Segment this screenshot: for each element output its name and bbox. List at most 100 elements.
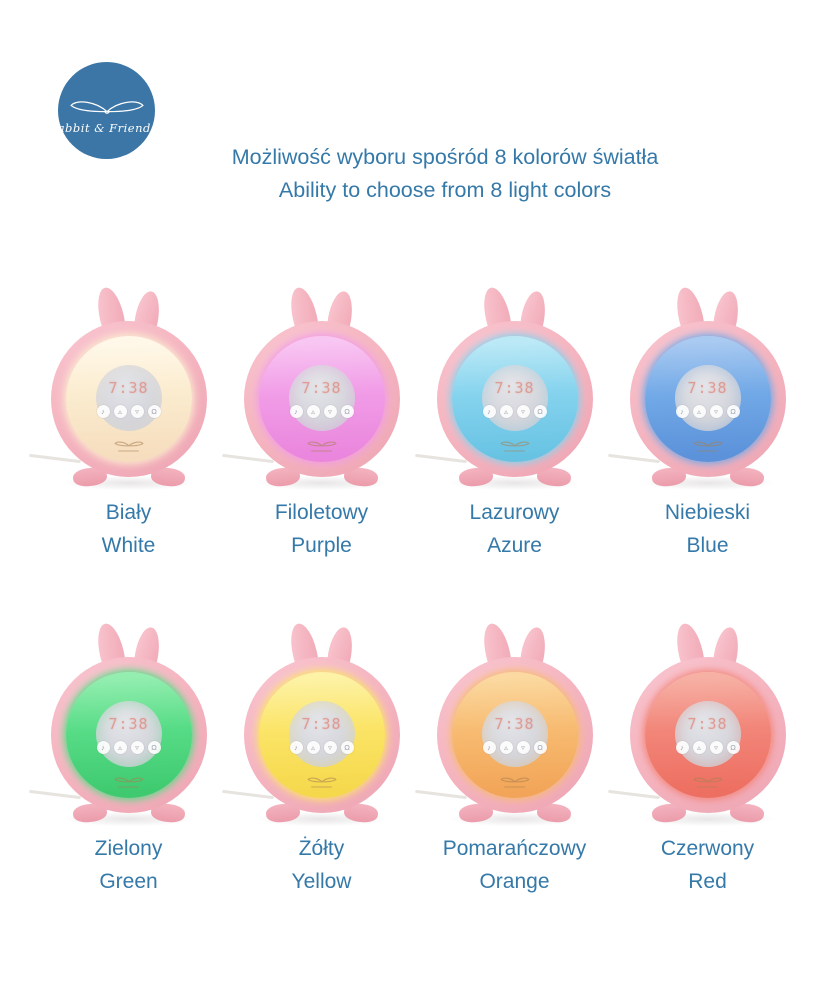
product-card: 7:38 ♪ ▵ ▿ Ω Czerwony Red (607, 621, 804, 894)
title-polish: Możliwość wyboru spośród 8 kolorów świat… (231, 145, 659, 169)
engraved-text-line (311, 786, 332, 788)
color-name-english: Green (99, 870, 158, 893)
product-card: 7:38 ♪ ▵ ▿ Ω Zielony Green (28, 621, 225, 894)
page-title: Możliwość wyboru spośród 8 kolorów świat… (25, 141, 840, 207)
face-glow-tint (96, 365, 162, 431)
up-triangle-icon: ▵ (306, 405, 320, 418)
engraved-text-line (697, 786, 718, 788)
engraved-text-line (697, 450, 718, 452)
power-cord (607, 789, 660, 800)
bell-icon: Ω (726, 405, 740, 418)
clock-face: 7:38 ♪ ▵ ▿ Ω (95, 365, 162, 431)
clock-face: 7:38 ♪ ▵ ▿ Ω (481, 365, 548, 431)
time-display: 7:38 (687, 715, 728, 733)
face-glow-tint (96, 701, 162, 767)
power-cord (221, 789, 274, 800)
bell-icon: Ω (533, 405, 547, 418)
engraved-text-line (504, 786, 525, 788)
bell-icon: Ω (533, 741, 547, 754)
engraved-ears-icon (306, 441, 337, 447)
bell-icon: Ω (340, 405, 354, 418)
power-cord (28, 789, 81, 800)
down-triangle-icon: ▿ (130, 405, 144, 418)
power-cord (414, 453, 467, 464)
face-glow-tint (289, 701, 355, 767)
product-card: 7:38 ♪ ▵ ▿ Ω Filoletowy Purple (221, 285, 418, 558)
clock-body: 7:38 ♪ ▵ ▿ Ω (629, 321, 786, 477)
color-name-polish: Niebieski (664, 501, 751, 524)
down-triangle-icon: ▿ (516, 405, 530, 418)
engraved-logo (692, 775, 724, 788)
face-glow-tint (675, 365, 741, 431)
time-display: 7:38 (494, 715, 535, 733)
brand-logo: Rabbit & Friends® (48, 62, 164, 159)
engraved-ears-icon (113, 777, 144, 783)
touch-buttons: ♪ ▵ ▿ Ω (675, 405, 741, 418)
engraved-ears-icon (306, 777, 337, 783)
engraved-ears-icon (692, 441, 723, 447)
face-glow-tint (289, 365, 355, 431)
color-name-polish: Biały (105, 501, 152, 524)
music-note-icon: ♪ (96, 741, 110, 754)
clock-body: 7:38 ♪ ▵ ▿ Ω (243, 657, 400, 813)
color-name-english: Red (688, 870, 727, 893)
color-name-polish: Czerwony (660, 837, 755, 860)
color-name-polish: Żółty (298, 837, 345, 860)
up-triangle-icon: ▵ (692, 741, 706, 754)
engraved-text-line (504, 450, 525, 452)
wake-up-light-clock: 7:38 ♪ ▵ ▿ Ω (414, 621, 603, 827)
clock-body: 7:38 ♪ ▵ ▿ Ω (436, 321, 593, 477)
product-card: 7:38 ♪ ▵ ▿ Ω Lazurowy Azure (414, 285, 611, 558)
touch-buttons: ♪ ▵ ▿ Ω (96, 741, 162, 754)
engraved-logo (499, 775, 531, 788)
music-note-icon: ♪ (482, 405, 496, 418)
product-card: 7:38 ♪ ▵ ▿ Ω Niebieski Blue (607, 285, 804, 558)
clock-face: 7:38 ♪ ▵ ▿ Ω (674, 701, 741, 767)
time-display: 7:38 (301, 379, 342, 397)
color-name-english: Purple (291, 534, 352, 557)
engraved-logo (692, 439, 724, 452)
engraved-ears-icon (499, 777, 530, 783)
music-note-icon: ♪ (96, 405, 110, 418)
product-card: 7:38 ♪ ▵ ▿ Ω Żółty Yellow (221, 621, 418, 894)
product-card: 7:38 ♪ ▵ ▿ Ω Biały White (28, 285, 225, 558)
touch-buttons: ♪ ▵ ▿ Ω (96, 405, 162, 418)
clock-body: 7:38 ♪ ▵ ▿ Ω (50, 321, 207, 477)
power-cord (414, 789, 467, 800)
time-display: 7:38 (301, 715, 342, 733)
rabbit-ears-icon (69, 101, 144, 114)
clock-face: 7:38 ♪ ▵ ▿ Ω (288, 365, 355, 431)
bell-icon: Ω (726, 741, 740, 754)
down-triangle-icon: ▿ (709, 405, 723, 418)
music-note-icon: ♪ (482, 741, 496, 754)
clock-face: 7:38 ♪ ▵ ▿ Ω (95, 701, 162, 767)
face-glow-tint (482, 701, 548, 767)
color-name-english: Blue (686, 534, 729, 557)
power-cord (607, 453, 660, 464)
face-glow-tint (675, 701, 741, 767)
color-name-english: Orange (479, 870, 550, 893)
down-triangle-icon: ▿ (516, 741, 530, 754)
color-name-polish: Pomarańczowy (442, 837, 587, 860)
color-options-grid: 7:38 ♪ ▵ ▿ Ω Biały White (28, 285, 804, 894)
wake-up-light-clock: 7:38 ♪ ▵ ▿ Ω (414, 285, 603, 491)
touch-buttons: ♪ ▵ ▿ Ω (289, 405, 355, 418)
color-name-polish: Zielony (94, 837, 163, 860)
bell-icon: Ω (147, 741, 161, 754)
touch-buttons: ♪ ▵ ▿ Ω (289, 741, 355, 754)
touch-buttons: ♪ ▵ ▿ Ω (482, 741, 548, 754)
down-triangle-icon: ▿ (323, 741, 337, 754)
up-triangle-icon: ▵ (306, 741, 320, 754)
clock-face: 7:38 ♪ ▵ ▿ Ω (674, 365, 741, 431)
engraved-logo (306, 439, 338, 452)
music-note-icon: ♪ (675, 741, 689, 754)
clock-body: 7:38 ♪ ▵ ▿ Ω (243, 321, 400, 477)
wake-up-light-clock: 7:38 ♪ ▵ ▿ Ω (607, 285, 796, 491)
engraved-text-line (118, 786, 139, 788)
down-triangle-icon: ▿ (323, 405, 337, 418)
up-triangle-icon: ▵ (499, 741, 513, 754)
title-english: Ability to choose from 8 light colors (278, 178, 612, 202)
touch-buttons: ♪ ▵ ▿ Ω (482, 405, 548, 418)
power-cord (221, 453, 274, 464)
